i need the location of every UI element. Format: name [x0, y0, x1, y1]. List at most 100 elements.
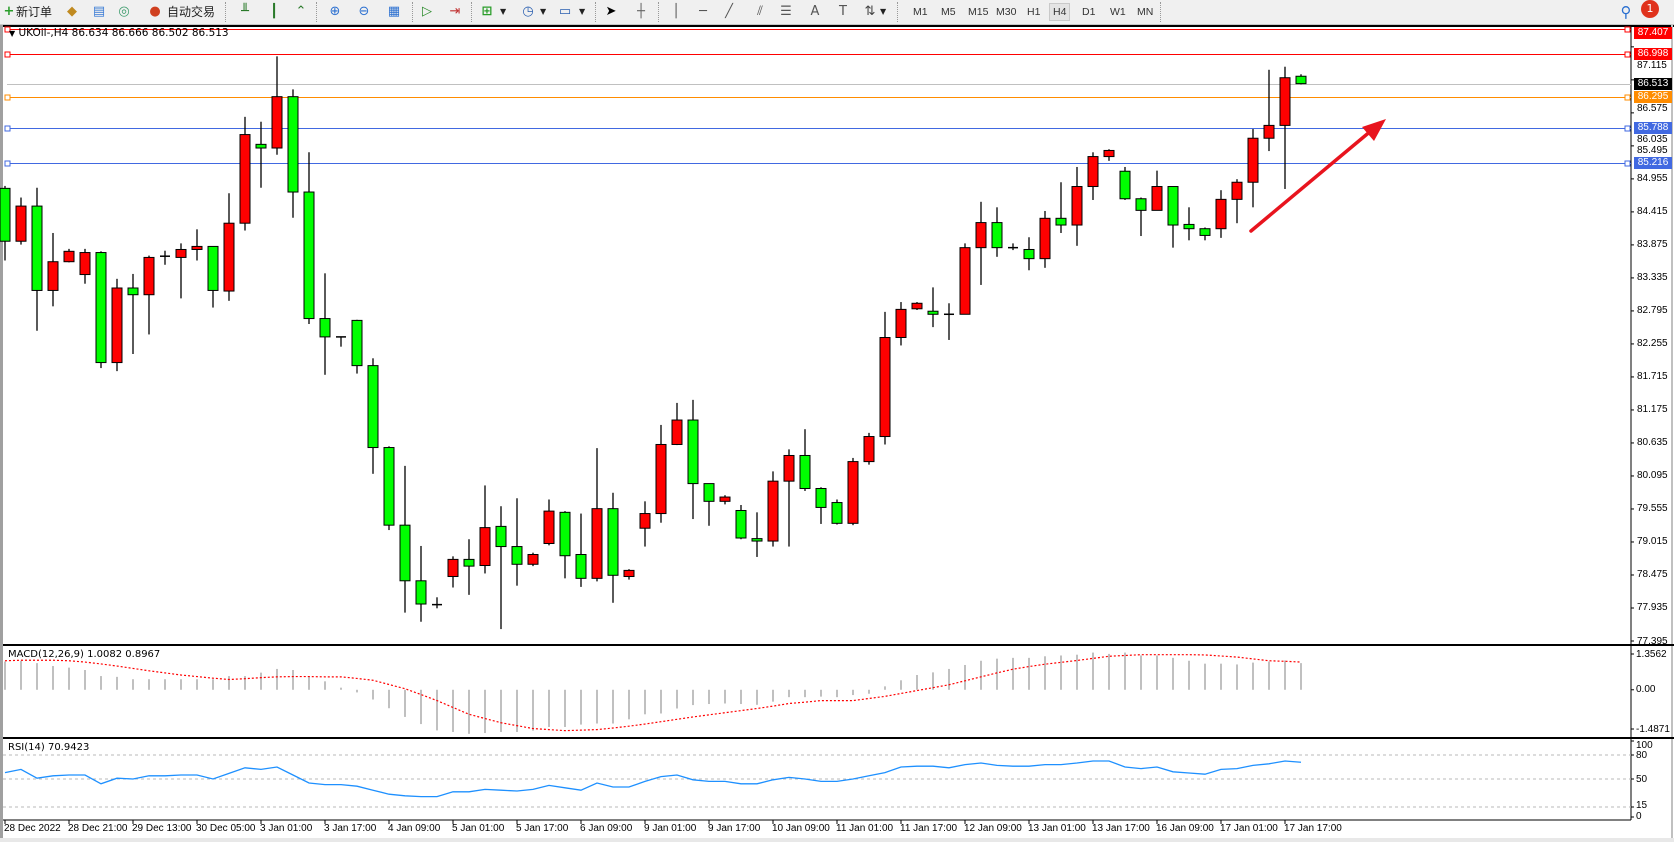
indicators-icon[interactable]: ⊞ — [481, 4, 493, 19]
candle-bull — [1103, 149, 1115, 158]
level-handle — [1624, 125, 1631, 132]
candle-bear — [927, 310, 939, 315]
price-tick-label: 87.115 — [1637, 60, 1667, 72]
candle-bull — [1263, 124, 1275, 139]
trend-arrow — [1249, 119, 1386, 233]
tile-windows-icon[interactable]: ▦ — [387, 4, 401, 19]
price-tick-label: 83.875 — [1637, 239, 1668, 251]
candle-bear — [351, 319, 363, 367]
cursor-icon[interactable]: ➤ — [605, 4, 617, 19]
timeframe-m1[interactable]: M1 — [913, 6, 928, 18]
chevron-down-icon[interactable]: ▼ — [540, 7, 547, 16]
candle-bull — [143, 256, 155, 296]
market-watch-icon[interactable]: ◆ — [67, 4, 77, 19]
time-axis-label: 9 Jan 17:00 — [708, 823, 761, 834]
price-tick-label: 82.795 — [1637, 305, 1668, 317]
level-handle — [4, 51, 11, 58]
candle-bull — [447, 558, 459, 578]
candle-bull — [15, 205, 27, 242]
toolbar-separator — [1160, 2, 1162, 22]
zoom-out-icon[interactable]: ⊖ — [358, 4, 370, 19]
timeframe-m5[interactable]: M5 — [941, 6, 956, 18]
navigator-icon[interactable]: ◎ — [118, 4, 130, 19]
time-axis-label: 11 Jan 01:00 — [836, 823, 894, 834]
time-axis-label: 3 Jan 01:00 — [260, 823, 313, 834]
time-axis-label: 11 Jan 17:00 — [900, 823, 958, 834]
timeframe-mn[interactable]: MN — [1137, 6, 1154, 18]
price-tick-label: 81.175 — [1637, 404, 1668, 416]
candle-bull — [911, 302, 923, 310]
candle-bull — [1231, 181, 1243, 200]
horizontal-line-icon[interactable]: ─ — [699, 4, 707, 19]
candle-bear — [463, 558, 475, 567]
candles — [0, 56, 1307, 630]
price-tick-label: 77.395 — [1637, 635, 1668, 647]
auto-trading-icon[interactable]: ● — [149, 4, 161, 19]
search-icon[interactable]: ⚲ — [1620, 3, 1632, 21]
data-window-icon[interactable]: ▤ — [92, 4, 106, 19]
level-handle — [4, 26, 11, 33]
chevron-down-icon[interactable]: ▼ — [880, 7, 887, 16]
chart-background — [0, 25, 1674, 842]
bar-chart-icon[interactable]: ╨ — [241, 4, 249, 19]
candle-bull — [271, 96, 283, 149]
time-axis-label: 29 Dec 13:00 — [132, 823, 192, 834]
auto-scroll-icon[interactable]: ▷ — [422, 4, 432, 19]
candle-bull — [223, 222, 235, 292]
rsi-tick-label: 50 — [1636, 773, 1648, 785]
timeframe-d1[interactable]: D1 — [1082, 6, 1096, 18]
new-order-button[interactable]: 新订单 — [16, 5, 53, 19]
templates-icon[interactable]: ▭ — [558, 4, 572, 19]
arrows-icon[interactable]: ⇅ — [864, 4, 876, 19]
text-label-icon[interactable]: T — [839, 4, 847, 19]
chevron-down-icon[interactable]: ▼ — [579, 7, 586, 16]
candle-bull — [111, 287, 123, 364]
timeframe-h1[interactable]: H1 — [1027, 6, 1041, 18]
candle-bull — [847, 461, 859, 524]
candle-bull — [1247, 137, 1259, 183]
toolbar-separator — [471, 2, 473, 22]
price-level-tag: 86.513 — [1634, 78, 1672, 90]
collapse-triangle-icon[interactable]: ▼ — [9, 29, 16, 38]
chart-symbol-ohlc: UKOil-,H4 86.634 86.666 86.502 86.513 — [18, 27, 229, 39]
timeframe-m15[interactable]: M15 — [968, 6, 989, 18]
candle-bear — [831, 502, 843, 524]
arrow-head-icon — [1362, 119, 1386, 141]
timeframe-m30[interactable]: M30 — [996, 6, 1017, 18]
vertical-line-icon[interactable]: │ — [672, 4, 680, 19]
candle-bear — [399, 524, 411, 582]
status-strip — [0, 838, 1674, 842]
candle-bull — [1039, 217, 1051, 260]
price-tick-label: 80.095 — [1637, 470, 1668, 482]
crosshair-icon[interactable]: ┼ — [637, 4, 645, 19]
chevron-down-icon[interactable]: ▼ — [500, 7, 507, 16]
chart-shift-icon[interactable]: ⇥ — [449, 4, 461, 19]
level-handle — [4, 125, 11, 132]
notifications-badge[interactable]: 1 — [1641, 0, 1659, 18]
timeframe-w1[interactable]: W1 — [1110, 6, 1126, 18]
candle-bull — [79, 252, 91, 276]
price-tick-label: 79.555 — [1637, 503, 1668, 515]
zoom-in-icon[interactable]: ⊕ — [329, 4, 341, 19]
periods-icon[interactable]: ◷ — [522, 4, 534, 19]
macd-label: MACD(12,26,9) 1.0082 0.8967 — [8, 649, 161, 660]
candle-bull — [1087, 156, 1099, 188]
candle-bear — [415, 580, 427, 605]
fibonacci-icon[interactable]: ☰ — [780, 4, 792, 19]
candle-bull — [1279, 77, 1291, 126]
timeframe-h4[interactable]: H4 — [1049, 3, 1071, 21]
text-icon[interactable]: A — [810, 4, 820, 19]
time-axis-label: 28 Dec 21:00 — [68, 823, 128, 834]
candle-bear — [511, 546, 523, 565]
equidistant-channel-icon[interactable]: ⫽ — [757, 4, 763, 19]
trendline-icon[interactable]: ╱ — [725, 4, 733, 19]
new-order-icon[interactable]: + — [3, 4, 15, 19]
candle-bear — [0, 187, 11, 242]
line-chart-icon[interactable]: ⌃ — [295, 4, 307, 19]
auto-trading-button[interactable]: 自动交易 — [167, 5, 216, 19]
price-tick-label: 85.495 — [1637, 145, 1668, 157]
candlestick-icon[interactable]: ┃ — [270, 4, 278, 19]
candle-bear — [31, 205, 43, 291]
candle-bear — [127, 287, 139, 296]
